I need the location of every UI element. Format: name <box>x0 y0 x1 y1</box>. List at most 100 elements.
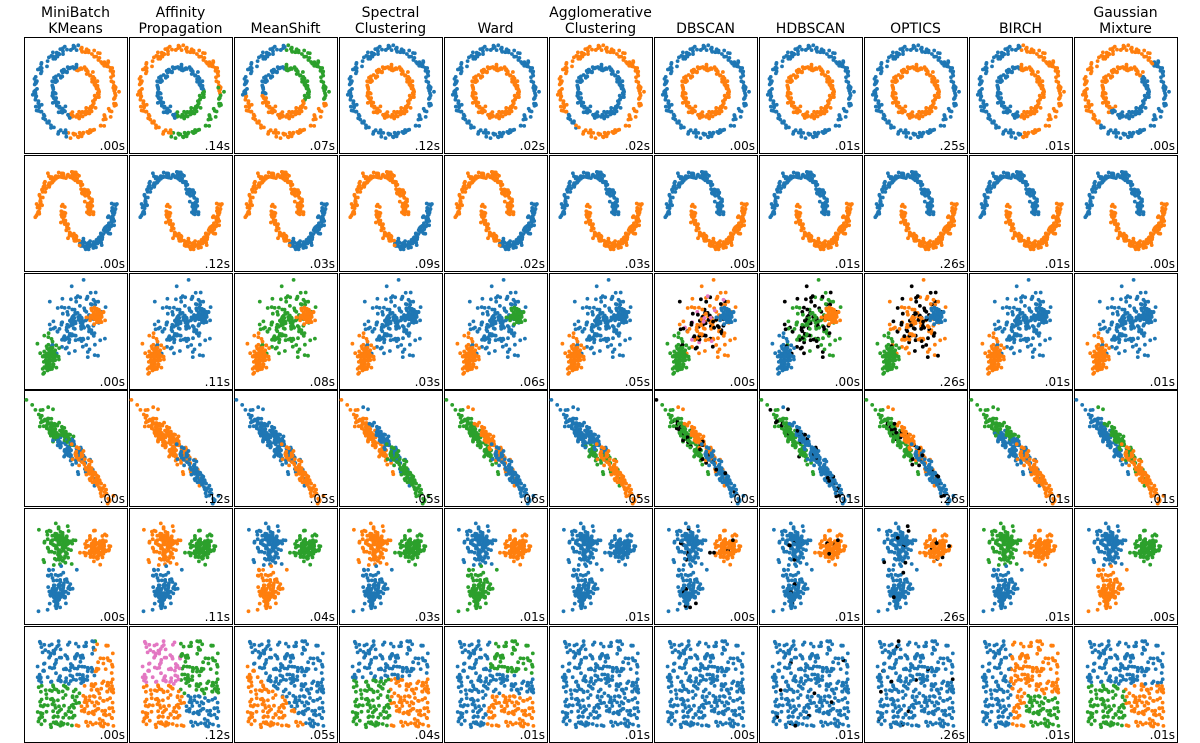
data-point <box>615 52 619 56</box>
subplot-frame <box>759 37 863 154</box>
data-point <box>619 54 624 59</box>
data-point <box>705 68 710 73</box>
data-point <box>1095 120 1100 125</box>
data-point <box>348 97 353 102</box>
data-point <box>282 231 286 236</box>
data-point <box>381 173 385 178</box>
data-point <box>63 128 68 133</box>
data-point <box>289 134 294 139</box>
data-point <box>489 170 494 174</box>
data-point <box>49 123 53 128</box>
data-point <box>1036 101 1041 106</box>
column-title: MeanShift <box>251 21 321 37</box>
data-point <box>319 215 324 220</box>
data-point <box>191 207 196 211</box>
data-point <box>682 125 686 130</box>
runtime-label: .25s <box>940 139 965 153</box>
data-point <box>489 48 493 52</box>
data-point <box>168 128 173 133</box>
data-point <box>903 128 908 133</box>
data-point <box>377 205 382 209</box>
data-point <box>211 106 216 111</box>
subplot-frame <box>654 37 758 154</box>
data-point <box>319 109 324 114</box>
data-point <box>843 115 848 119</box>
runtime-label: .12s <box>415 139 440 153</box>
data-point <box>480 74 485 79</box>
data-point <box>767 77 772 81</box>
data-point <box>397 187 402 192</box>
data-point <box>791 132 795 136</box>
data-point <box>67 116 72 120</box>
data-point <box>1086 99 1091 103</box>
data-point <box>589 134 594 139</box>
data-point <box>810 68 815 73</box>
data-point <box>456 99 461 103</box>
data-point <box>465 59 470 63</box>
data-point <box>364 181 368 185</box>
data-point <box>575 93 580 98</box>
data-point <box>635 66 640 70</box>
data-point <box>890 93 895 98</box>
data-point <box>1134 67 1139 72</box>
data-point <box>369 50 374 55</box>
data-point <box>453 215 458 220</box>
data-point <box>45 59 50 63</box>
data-point <box>826 75 831 79</box>
data-point <box>201 58 206 62</box>
data-point <box>305 83 310 88</box>
data-point <box>684 54 689 58</box>
data-point <box>513 106 518 110</box>
data-point <box>893 96 898 101</box>
data-point <box>159 50 164 55</box>
data-point <box>286 115 291 119</box>
data-point <box>1054 79 1059 84</box>
data-point <box>812 109 816 114</box>
data-point <box>458 66 463 70</box>
data-point <box>788 96 793 101</box>
data-point <box>155 83 160 88</box>
subplot-frame <box>549 37 653 154</box>
data-point <box>99 243 104 248</box>
data-point <box>798 104 803 109</box>
data-point <box>933 106 938 110</box>
data-point <box>458 109 463 114</box>
data-point <box>96 58 101 62</box>
data-point <box>277 116 282 120</box>
data-point <box>187 111 192 115</box>
data-point <box>137 82 142 87</box>
data-point <box>107 221 111 226</box>
data-point <box>739 79 744 84</box>
data-point <box>613 73 617 78</box>
data-point <box>349 108 354 113</box>
data-point <box>1035 52 1039 56</box>
data-point <box>488 136 493 141</box>
data-point <box>559 108 564 113</box>
data-point <box>736 106 741 111</box>
data-point <box>483 104 488 109</box>
data-point <box>95 83 100 88</box>
data-point <box>1126 43 1131 48</box>
data-point <box>96 91 101 96</box>
data-point <box>898 128 903 133</box>
data-point <box>278 136 283 141</box>
data-point <box>166 52 170 56</box>
data-point <box>52 125 56 130</box>
data-point <box>138 215 143 220</box>
data-point <box>216 73 221 78</box>
data-point <box>1054 109 1059 114</box>
data-point <box>377 219 381 224</box>
data-point <box>852 89 856 94</box>
data-point <box>185 50 190 54</box>
data-point <box>1083 104 1088 109</box>
data-point <box>879 62 884 66</box>
data-point <box>506 207 511 211</box>
data-point <box>393 181 398 186</box>
data-point <box>365 175 369 180</box>
data-point <box>1159 109 1164 114</box>
data-point <box>318 115 323 119</box>
data-point <box>909 48 913 52</box>
data-point <box>425 206 430 210</box>
data-point <box>1001 73 1006 77</box>
data-point <box>882 114 887 118</box>
